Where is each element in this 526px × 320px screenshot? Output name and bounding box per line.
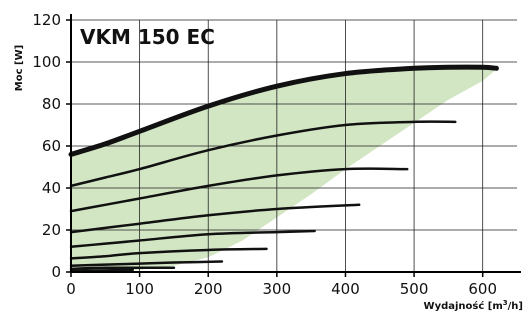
x-tick-label-5: 500 [400, 280, 429, 298]
x-tick-label-2: 200 [194, 280, 223, 298]
x-tick-label-4: 400 [331, 280, 360, 298]
y-tick-label-6: 120 [32, 11, 61, 29]
y-tick-label-3: 60 [42, 137, 61, 155]
y-axis-label: Moc [W] [14, 45, 25, 91]
fan-curve-8 [69, 266, 176, 271]
grid [71, 19, 517, 272]
x-axis-label-end: /h] [508, 301, 523, 312]
y-tick-label-0: 0 [51, 263, 61, 281]
x-axis-label-text: Wydajność [m [424, 300, 503, 312]
y-tick-label-5: 100 [32, 53, 61, 71]
x-tick-label-3: 300 [263, 280, 292, 298]
fan-curve-9 [69, 268, 135, 273]
tick-labels: 0 20 40 60 80 100 120 0 100 200 300 400 500 600 [32, 11, 497, 298]
x-tick-label-0: 0 [66, 280, 76, 298]
y-tick-label-2: 40 [42, 179, 61, 197]
y-tick-label-4: 80 [42, 95, 61, 113]
x-tick-label-6: 600 [468, 280, 497, 298]
fan-curve-6 [69, 247, 268, 260]
fan-curve-1 [68, 64, 499, 157]
axes [66, 14, 521, 277]
fan-curve-7 [69, 260, 224, 267]
x-tick-label-1: 100 [125, 280, 154, 298]
x-axis-label-superscript: 3 [503, 299, 508, 307]
fan-curves [68, 64, 499, 273]
fan-curve-5 [69, 229, 316, 249]
fan-curve-3 [69, 167, 409, 213]
fan-curve-2 [69, 120, 457, 188]
fan-curve-4 [69, 203, 361, 234]
chart-title: VKM 150 EC [80, 25, 215, 49]
y-tick-label-1: 20 [42, 221, 61, 239]
x-axis-label: Wydajność [m3/h] [424, 299, 523, 312]
